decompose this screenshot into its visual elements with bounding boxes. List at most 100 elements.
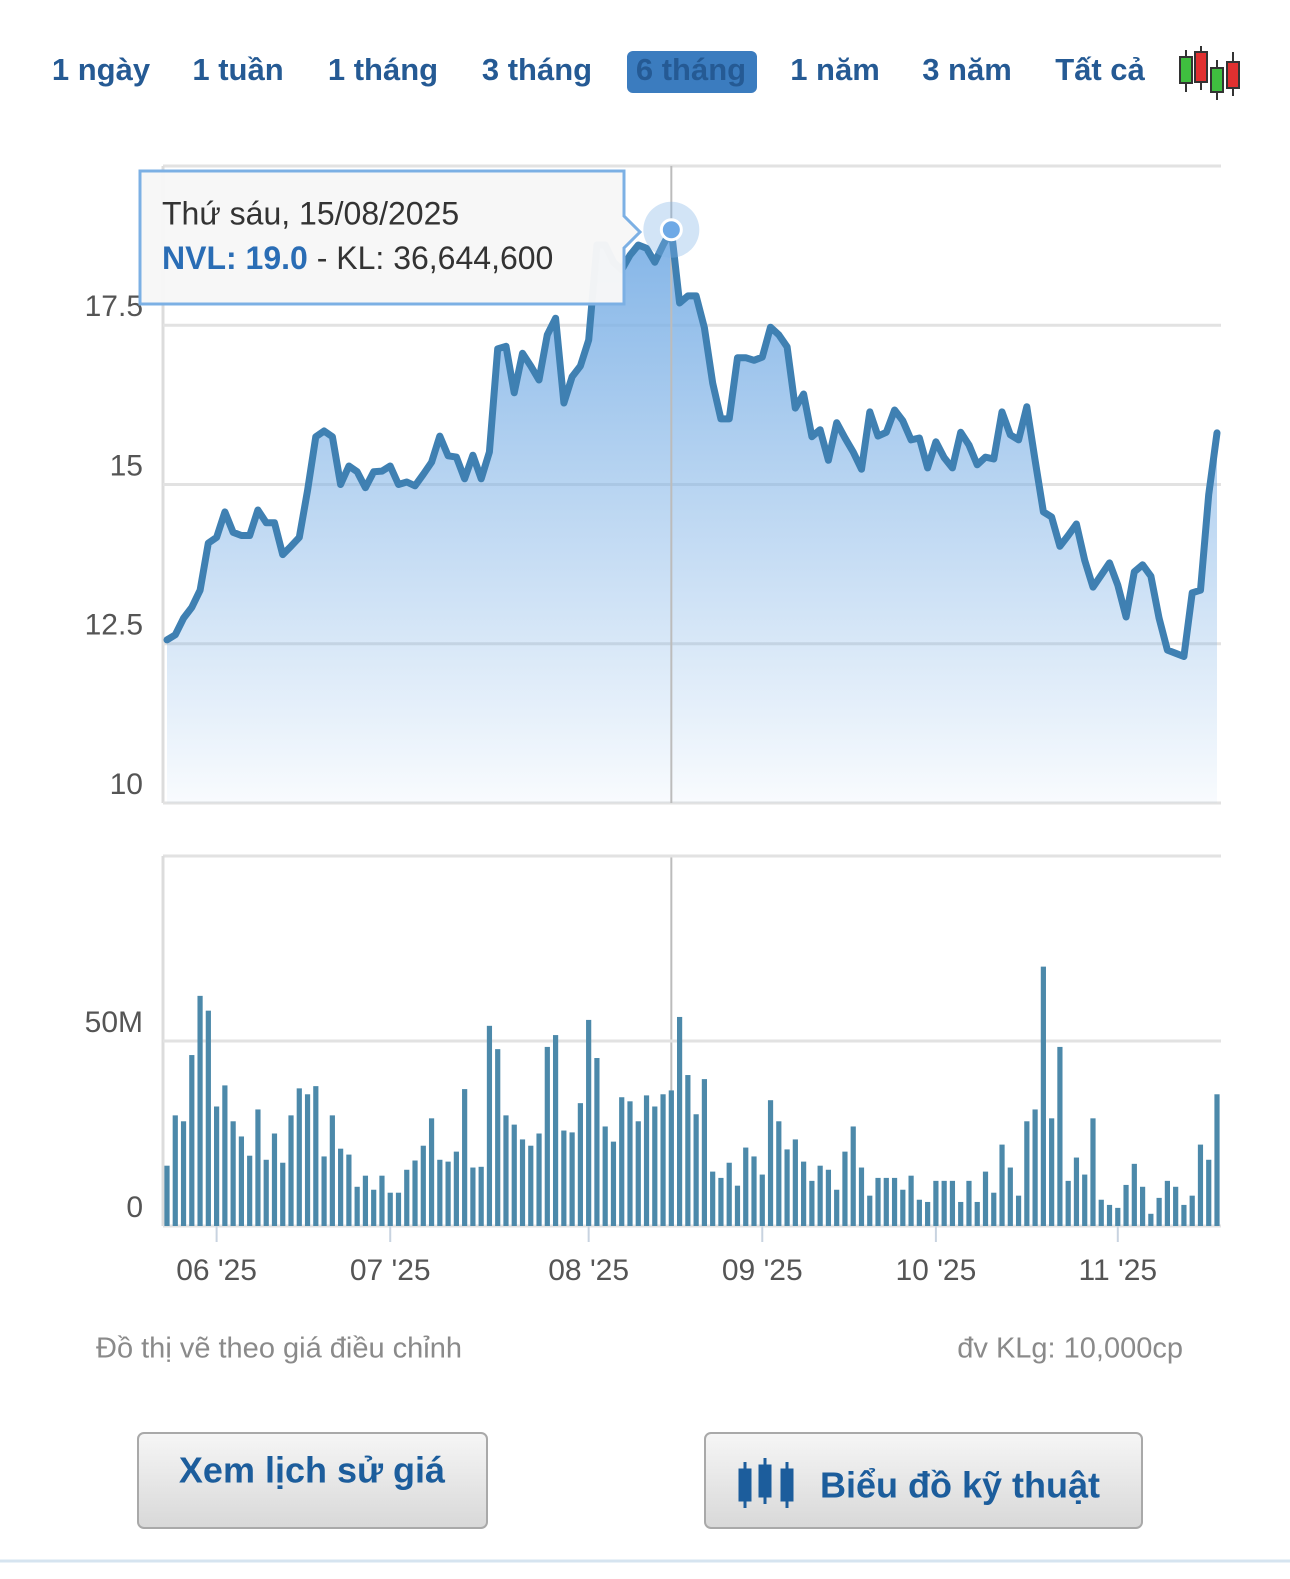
- volume-bar: [214, 1106, 220, 1226]
- range-tab[interactable]: 1 tuần: [192, 52, 283, 87]
- volume-bar: [1115, 1207, 1121, 1226]
- range-tab[interactable]: 6 tháng: [636, 52, 746, 87]
- volume-bar: [1098, 1199, 1104, 1226]
- volume-bar: [395, 1192, 402, 1226]
- active-tab-bg[interactable]: [627, 51, 757, 93]
- volume-bar: [528, 1145, 534, 1226]
- volume-bar: [586, 1019, 592, 1226]
- tooltip-date: Thứ sáu, 15/08/2025: [162, 195, 459, 231]
- volume-bar: [1197, 1144, 1204, 1226]
- x-tick-label: 07 '25: [350, 1254, 431, 1287]
- volume-bar: [685, 1075, 691, 1226]
- volume-bar: [1131, 1163, 1137, 1226]
- tooltip-box: [138, 169, 643, 306]
- range-tab[interactable]: Tất cả: [1055, 52, 1145, 87]
- volume-bar: [801, 1161, 807, 1226]
- volume-bar: [428, 1118, 435, 1226]
- volume-bar: [792, 1139, 798, 1226]
- button-box[interactable]: [704, 1432, 1143, 1529]
- volume-bar: [999, 1144, 1005, 1226]
- volume-bar: [1015, 1195, 1022, 1226]
- candle-icon[interactable]: [1179, 46, 1240, 100]
- volume-bar: [1206, 1159, 1212, 1226]
- volume-bar: [1164, 1180, 1170, 1226]
- volume-bar: [519, 1139, 526, 1226]
- volume-bar: [569, 1132, 575, 1226]
- volume-bar: [809, 1180, 815, 1226]
- volume-bar: [726, 1162, 732, 1226]
- candle-icon: [738, 1458, 794, 1508]
- volume-bar: [180, 1121, 187, 1226]
- volume-bar: [486, 1025, 493, 1226]
- volume-bar: [1148, 1213, 1154, 1226]
- technical-button[interactable]: Biểu đồ kỹ thuật: [704, 1432, 1143, 1529]
- highlight-point: [659, 218, 683, 242]
- button-label[interactable]: Xem lịch sử giá: [179, 1450, 446, 1491]
- volume-bar: [1057, 1046, 1063, 1226]
- volume-bar: [255, 1109, 261, 1226]
- y-tick-label: 10: [110, 768, 143, 801]
- volume-bar: [296, 1088, 302, 1226]
- volume-bar: [1181, 1204, 1187, 1226]
- volume-bar: [1049, 1118, 1055, 1226]
- volume-bar: [759, 1174, 765, 1226]
- volume-bar: [271, 1133, 278, 1226]
- volume-bar: [404, 1169, 410, 1226]
- volume-bar: [577, 1103, 583, 1226]
- volume-bar: [230, 1121, 236, 1226]
- volume-bar: [1106, 1204, 1113, 1226]
- volume-bar: [933, 1180, 939, 1226]
- button-label[interactable]: Biểu đồ kỹ thuật: [820, 1465, 1100, 1506]
- y-tick-label: 50M: [85, 1006, 143, 1039]
- volume-bar: [313, 1086, 319, 1226]
- volume-bar: [643, 1095, 650, 1226]
- tooltip-values: NVL: 19.0 - KL: 36,644,600: [162, 240, 553, 276]
- range-tab[interactable]: 1 ngày: [52, 52, 151, 87]
- volume-bar: [1173, 1186, 1179, 1226]
- range-tabs: 1 ngày 1 tuần 1 tháng 3 tháng 6 tháng 1 năm 3 …: [52, 51, 1146, 93]
- volume-bar: [263, 1159, 269, 1226]
- volume-bar: [916, 1199, 922, 1226]
- tooltip-price: NVL: 19.0: [162, 240, 308, 276]
- volume-bar: [280, 1162, 286, 1226]
- volume-bar: [1073, 1157, 1080, 1226]
- volume-bar: [825, 1169, 832, 1226]
- volume-bar: [767, 1100, 774, 1226]
- volume-bar: [1090, 1118, 1096, 1226]
- volume-bar: [1139, 1186, 1146, 1226]
- volume-bar: [693, 1114, 699, 1226]
- x-tick-label: 08 '25: [548, 1254, 629, 1287]
- volume-bar: [561, 1130, 567, 1226]
- volume-bar: [635, 1121, 641, 1226]
- volume-bar: [222, 1085, 228, 1226]
- volume-bar: [982, 1171, 989, 1226]
- y-tick-label: 15: [110, 449, 143, 482]
- volume-bar: [817, 1165, 823, 1226]
- history-button[interactable]: Xem lịch sử giá: [137, 1432, 488, 1529]
- range-tab[interactable]: 1 tháng: [328, 52, 438, 87]
- volume-bar: [710, 1171, 716, 1226]
- plots: 10 12.5 15 17.5 0 50M 06 '25 07 '25 08 '25 09 '25…: [85, 164, 1221, 1287]
- volume-bar: [834, 1189, 840, 1226]
- volume-bar: [660, 1094, 666, 1226]
- volume-bar: [875, 1177, 881, 1226]
- volume-bar: [858, 1167, 865, 1226]
- volume-bar: [900, 1189, 906, 1226]
- volume-bar: [883, 1177, 889, 1226]
- range-tab[interactable]: 3 tháng: [482, 52, 592, 87]
- volume-bar: [495, 1049, 501, 1226]
- volume-bar: [544, 1046, 550, 1226]
- range-tab[interactable]: 3 năm: [922, 52, 1012, 87]
- volume-bar: [1214, 1094, 1220, 1226]
- volume-bar: [925, 1201, 931, 1226]
- volume-bar: [445, 1161, 451, 1226]
- volume-bar: [718, 1177, 724, 1226]
- volume-bar: [552, 1035, 559, 1226]
- volume-bar: [321, 1156, 327, 1226]
- volume-bar: [329, 1115, 335, 1226]
- volume-bar: [974, 1201, 980, 1226]
- range-tab[interactable]: 1 năm: [790, 52, 880, 87]
- tooltip: Thứ sáu, 15/08/2025 NVL: 19.0 - KL: 36,6…: [138, 169, 643, 306]
- button-box[interactable]: [137, 1432, 488, 1529]
